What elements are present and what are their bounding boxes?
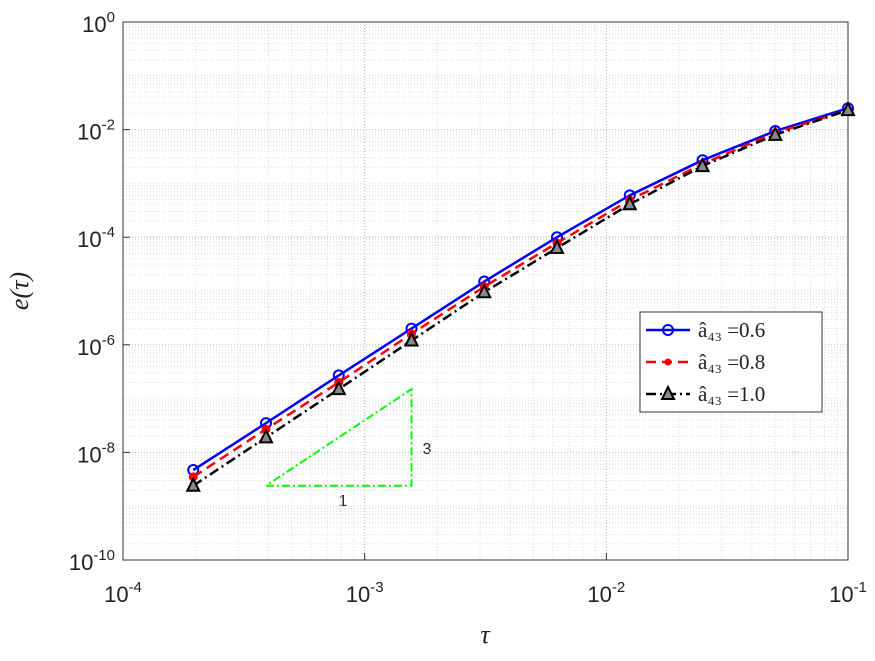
marker [185, 476, 201, 492]
series-line [192, 106, 849, 472]
y-axis-label: e(τ) [5, 272, 34, 310]
legend-marker [662, 324, 674, 336]
marker [403, 331, 420, 347]
marker [622, 194, 638, 211]
legend-label: â₄₃ =0.6 [698, 318, 765, 342]
slope-triangle [265, 387, 413, 487]
marker [258, 428, 274, 444]
x-axis-label: τ [480, 620, 491, 649]
legend-label: â₄₃ =0.8 [698, 350, 765, 374]
annotation: 3 [423, 441, 432, 458]
plot-frame [122, 21, 849, 561]
annotation: 1 [339, 493, 348, 510]
marker [767, 125, 783, 141]
y-tick-label: 10-8 [77, 439, 115, 467]
marker [840, 100, 856, 117]
series-line [192, 108, 849, 487]
marker [476, 282, 492, 299]
series-line [192, 108, 849, 478]
marker [694, 156, 711, 173]
marker [331, 379, 347, 396]
legend-marker [664, 358, 672, 366]
legend-label: â₄₃ =1.0 [698, 382, 765, 406]
marker [549, 238, 565, 254]
x-tick-label: 10-3 [346, 579, 384, 607]
legend-marker [660, 384, 676, 400]
